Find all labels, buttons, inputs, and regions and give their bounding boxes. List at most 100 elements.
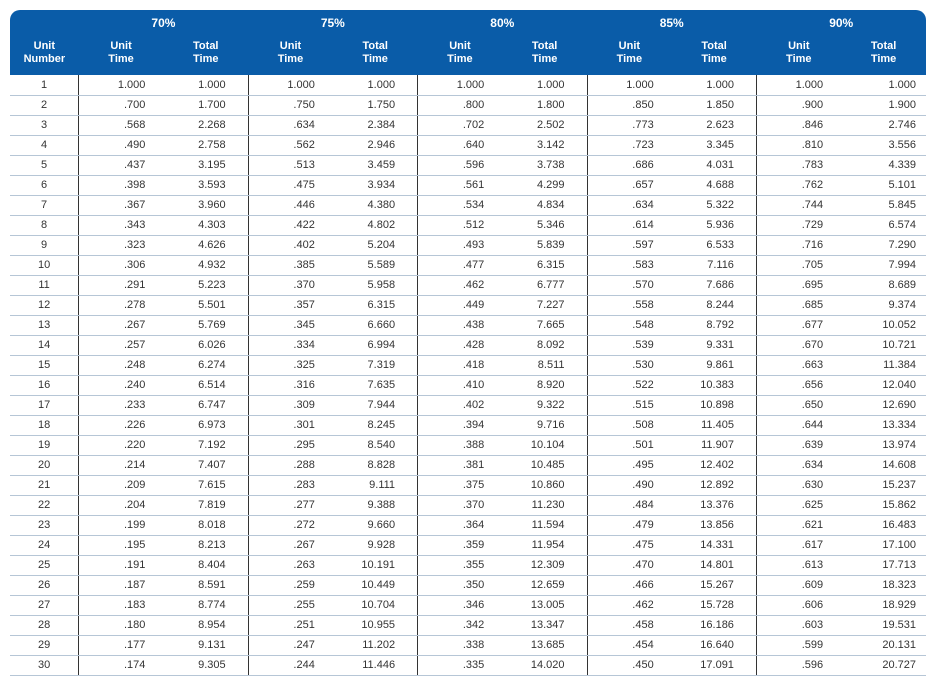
cell-unit-time: .316	[248, 375, 333, 395]
table-row: 15.2486.274.3257.319.4188.511.5309.861.6…	[10, 355, 926, 375]
cell-unit-time: .272	[248, 515, 333, 535]
cell-total-time: 9.388	[333, 495, 418, 515]
header-unit-time: UnitTime	[79, 36, 164, 75]
cell-total-time: 8.092	[502, 335, 587, 355]
cell-unit-time: .233	[79, 395, 164, 415]
cell-unit-number: 26	[10, 575, 79, 595]
cell-total-time: 3.195	[163, 155, 248, 175]
cell-total-time: 8.404	[163, 555, 248, 575]
cell-unit-time: .338	[418, 635, 503, 655]
cell-total-time: 5.845	[841, 195, 926, 215]
cell-unit-time: .685	[756, 295, 841, 315]
cell-unit-time: .295	[248, 435, 333, 455]
cell-unit-time: .357	[248, 295, 333, 315]
cell-total-time: 6.777	[502, 275, 587, 295]
cell-total-time: 1.000	[163, 75, 248, 95]
cell-total-time: 8.511	[502, 355, 587, 375]
cell-unit-time: .596	[756, 655, 841, 675]
cell-total-time: 6.026	[163, 335, 248, 355]
cell-unit-time: .484	[587, 495, 672, 515]
cell-total-time: 4.299	[502, 175, 587, 195]
cell-unit-time: .512	[418, 215, 503, 235]
cell-unit-time: .278	[79, 295, 164, 315]
cell-unit-number: 16	[10, 375, 79, 395]
header-pct-4: 90%	[756, 10, 926, 36]
cell-total-time: 7.116	[672, 255, 757, 275]
table-row: 11.0001.0001.0001.0001.0001.0001.0001.00…	[10, 75, 926, 95]
cell-unit-time: .367	[79, 195, 164, 215]
cell-unit-time: .402	[248, 235, 333, 255]
cell-unit-time: .475	[587, 535, 672, 555]
header-pct-2: 80%	[418, 10, 587, 36]
cell-unit-time: .346	[418, 595, 503, 615]
cell-unit-time: .810	[756, 135, 841, 155]
header-total-time: TotalTime	[333, 36, 418, 75]
cell-total-time: 7.665	[502, 315, 587, 335]
cell-total-time: 8.774	[163, 595, 248, 615]
cell-unit-time: .644	[756, 415, 841, 435]
cell-total-time: 14.801	[672, 555, 757, 575]
cell-unit-time: .306	[79, 255, 164, 275]
cell-unit-number: 30	[10, 655, 79, 675]
cell-unit-time: .388	[418, 435, 503, 455]
cell-unit-time: .750	[248, 95, 333, 115]
cell-unit-number: 5	[10, 155, 79, 175]
cell-unit-time: 1.000	[756, 75, 841, 95]
cell-total-time: 8.828	[333, 455, 418, 475]
cell-unit-number: 29	[10, 635, 79, 655]
cell-total-time: 13.005	[502, 595, 587, 615]
cell-total-time: 7.686	[672, 275, 757, 295]
cell-total-time: 15.267	[672, 575, 757, 595]
cell-total-time: 13.347	[502, 615, 587, 635]
cell-unit-time: .625	[756, 495, 841, 515]
cell-total-time: 8.018	[163, 515, 248, 535]
cell-total-time: 9.928	[333, 535, 418, 555]
header-unit-time: UnitTime	[418, 36, 503, 75]
cell-unit-time: .437	[79, 155, 164, 175]
cell-unit-time: .462	[587, 595, 672, 615]
cell-unit-number: 11	[10, 275, 79, 295]
cell-unit-time: .177	[79, 635, 164, 655]
header-unit-time: UnitTime	[756, 36, 841, 75]
header-pct-1: 75%	[248, 10, 417, 36]
cell-unit-time: .359	[418, 535, 503, 555]
header-blank	[10, 10, 79, 36]
cell-unit-time: .291	[79, 275, 164, 295]
cell-unit-number: 6	[10, 175, 79, 195]
cell-total-time: 13.974	[841, 435, 926, 455]
cell-unit-time: 1.000	[418, 75, 503, 95]
cell-total-time: 3.459	[333, 155, 418, 175]
cell-total-time: 7.407	[163, 455, 248, 475]
cell-unit-time: .402	[418, 395, 503, 415]
cell-unit-time: .277	[248, 495, 333, 515]
table-row: 6.3983.593.4753.934.5614.299.6574.688.76…	[10, 175, 926, 195]
cell-unit-time: .345	[248, 315, 333, 335]
cell-total-time: 12.659	[502, 575, 587, 595]
cell-total-time: 11.384	[841, 355, 926, 375]
cell-total-time: 8.540	[333, 435, 418, 455]
header-total-time: TotalTime	[841, 36, 926, 75]
cell-unit-time: .621	[756, 515, 841, 535]
cell-unit-time: .418	[418, 355, 503, 375]
table-header: 70% 75% 80% 85% 90% UnitNumber UnitTime …	[10, 10, 926, 75]
cell-total-time: 6.315	[333, 295, 418, 315]
cell-unit-time: .723	[587, 135, 672, 155]
cell-unit-time: .639	[756, 435, 841, 455]
cell-total-time: 7.290	[841, 235, 926, 255]
cell-unit-time: .267	[248, 535, 333, 555]
cell-total-time: 17.091	[672, 655, 757, 675]
cell-total-time: 10.955	[333, 615, 418, 635]
cell-unit-time: .446	[248, 195, 333, 215]
cell-total-time: 5.839	[502, 235, 587, 255]
cell-unit-number: 18	[10, 415, 79, 435]
cell-total-time: 5.322	[672, 195, 757, 215]
cell-unit-time: .450	[587, 655, 672, 675]
cell-unit-time: .370	[418, 495, 503, 515]
cell-total-time: 11.594	[502, 515, 587, 535]
table-row: 30.1749.305.24411.446.33514.020.45017.09…	[10, 655, 926, 675]
cell-total-time: 3.556	[841, 135, 926, 155]
cell-unit-time: .783	[756, 155, 841, 175]
table-row: 9.3234.626.4025.204.4935.839.5976.533.71…	[10, 235, 926, 255]
cell-unit-number: 28	[10, 615, 79, 635]
cell-unit-time: .394	[418, 415, 503, 435]
